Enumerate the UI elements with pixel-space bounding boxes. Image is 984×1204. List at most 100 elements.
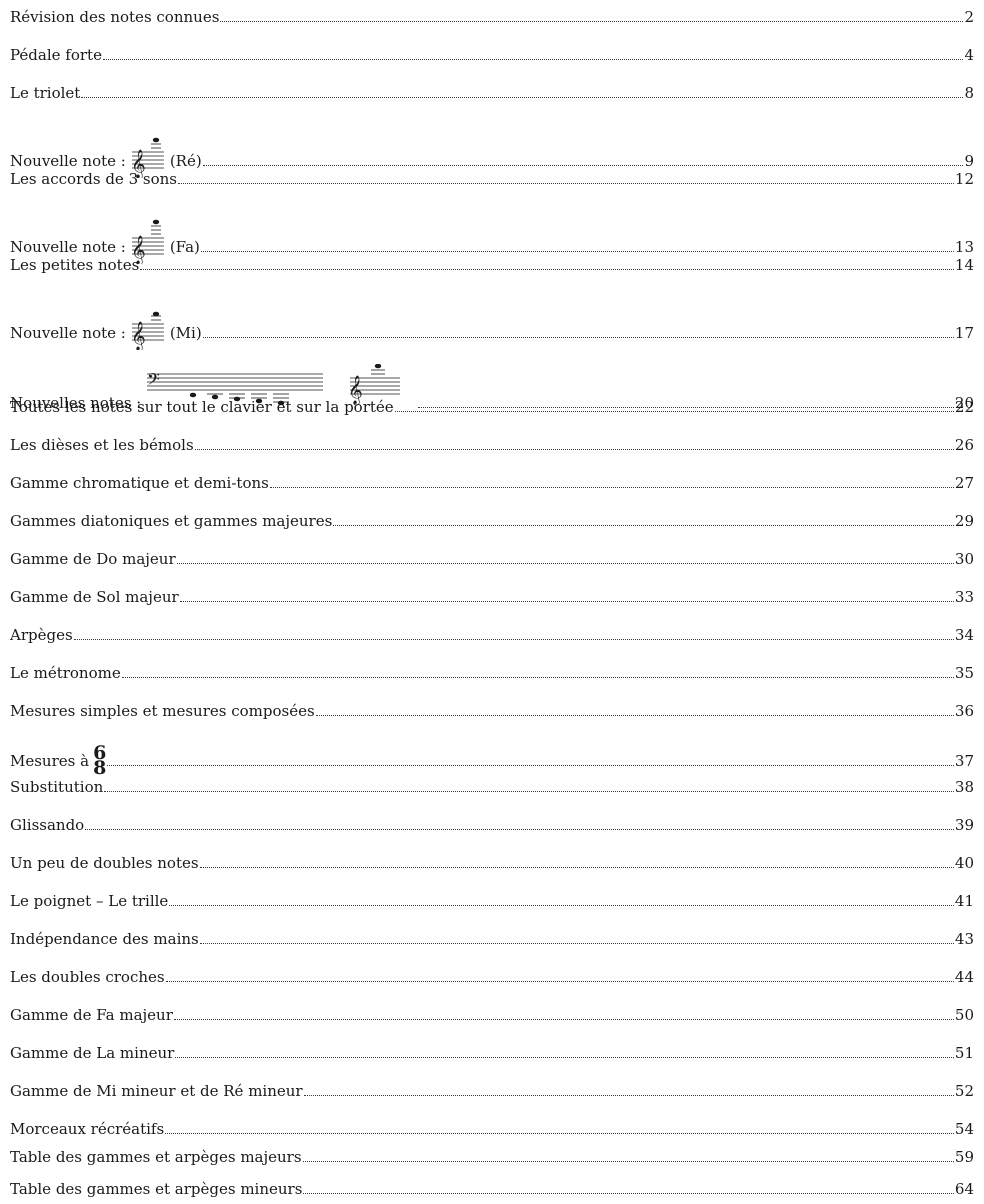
toc-entry-title: Gamme de Do majeur bbox=[10, 550, 176, 568]
toc-entry-title: Gamme de Mi mineur et de Ré mineur bbox=[10, 1082, 303, 1100]
toc-entry[interactable]: Le triolet 8 bbox=[10, 84, 974, 102]
dot-leader bbox=[107, 765, 954, 766]
toc-page-number: 14 bbox=[954, 256, 974, 274]
toc-entry-title: Nouvelles notes : 𝄢 bbox=[10, 350, 417, 412]
toc-entry-title: Gamme de Fa majeur bbox=[10, 1006, 173, 1024]
dot-leader bbox=[199, 867, 954, 868]
toc-entry[interactable]: Pédale forte 4 bbox=[10, 46, 974, 64]
toc-page-number: 27 bbox=[954, 474, 974, 492]
toc-entry[interactable]: Le poignet – Le trille 41 bbox=[10, 892, 974, 910]
toc-entry[interactable]: Les accords de 3 sons 12 bbox=[10, 170, 974, 188]
dot-leader bbox=[303, 1193, 954, 1194]
toc-entry[interactable]: Substitution 38 bbox=[10, 778, 974, 796]
toc-page-number: 20 bbox=[954, 394, 974, 412]
toc-entry[interactable]: Arpèges 34 bbox=[10, 626, 974, 644]
time-signature-top: 6 bbox=[93, 742, 107, 764]
dot-leader bbox=[199, 943, 954, 944]
toc-page-number: 17 bbox=[954, 324, 974, 342]
dot-leader bbox=[333, 525, 954, 526]
bass-and-treble-staff-icon: 𝄢 𝄞 bbox=[147, 364, 401, 406]
toc-entry[interactable]: Les petites notes 14 bbox=[10, 256, 974, 274]
toc-page-number: 39 bbox=[954, 816, 974, 834]
dot-leader bbox=[302, 1161, 954, 1162]
toc-entry-title: Mesures à 6 8 bbox=[10, 742, 107, 779]
toc-entry[interactable]: Mesures à 6 8 37 bbox=[10, 740, 974, 779]
toc-entry-title: Morceaux récréatifs bbox=[10, 1120, 165, 1138]
toc-entry-title: Un peu de doubles notes bbox=[10, 854, 199, 872]
toc-page-number: 33 bbox=[954, 588, 974, 606]
toc-entry-title: Les dièses et les bémols bbox=[10, 436, 194, 454]
toc-entry[interactable]: Nouvelle note : 𝄞 (Mi) 17 bbox=[10, 294, 974, 350]
dot-leader bbox=[169, 905, 954, 906]
toc-page-number: 59 bbox=[954, 1148, 974, 1166]
dot-leader bbox=[315, 715, 954, 716]
toc-entry[interactable]: Table des gammes et arpèges majeurs 59 bbox=[10, 1148, 974, 1166]
time-signature-bottom: 8 bbox=[93, 757, 107, 779]
toc-page-number: 37 bbox=[954, 752, 974, 770]
dot-leader bbox=[104, 791, 954, 792]
svg-text:𝄢: 𝄢 bbox=[147, 369, 160, 393]
time-signature: 6 8 bbox=[93, 742, 107, 779]
toc-entry-title: Les petites notes bbox=[10, 256, 140, 274]
toc-entry-title: Gamme chromatique et demi-tons bbox=[10, 474, 269, 492]
toc-entry[interactable]: Un peu de doubles notes 40 bbox=[10, 854, 974, 872]
toc-entry[interactable]: Indépendance des mains 43 bbox=[10, 930, 974, 948]
toc-page-number: 2 bbox=[964, 8, 974, 26]
toc-entry[interactable]: Révision des notes connues 2 bbox=[10, 8, 974, 26]
toc-entry-title: Gamme de La mineur bbox=[10, 1044, 175, 1062]
toc-entry[interactable]: Mesures simples et mesures composées 36 bbox=[10, 702, 974, 720]
toc-entry[interactable]: Toutes les notes sur tout le clavier et … bbox=[10, 398, 974, 416]
toc-page-number: 4 bbox=[964, 46, 974, 64]
dot-leader bbox=[85, 829, 954, 830]
dot-leader bbox=[194, 449, 954, 450]
toc-entry-title: Révision des notes connues bbox=[10, 8, 220, 26]
toc-entry-title: Les accords de 3 sons bbox=[10, 170, 177, 188]
toc-entry-title: Mesures simples et mesures composées bbox=[10, 702, 315, 720]
toc-entry[interactable]: Les dièses et les bémols 26 bbox=[10, 436, 974, 454]
toc-entry[interactable]: Glissando 39 bbox=[10, 816, 974, 834]
toc-entry-title: Table des gammes et arpèges mineurs bbox=[10, 1180, 303, 1198]
dot-leader bbox=[202, 165, 964, 166]
toc-entry[interactable]: Gamme de Do majeur 30 bbox=[10, 550, 974, 568]
toc-entry-title: Arpèges bbox=[10, 626, 73, 644]
svg-text:𝄞: 𝄞 bbox=[131, 321, 146, 350]
dot-leader bbox=[140, 269, 954, 270]
toc-page-number: 36 bbox=[954, 702, 974, 720]
toc-entry[interactable]: Table des gammes et arpèges mineurs 64 bbox=[10, 1180, 974, 1198]
dot-leader bbox=[121, 677, 954, 678]
toc-entry[interactable]: Nouvelle note : 𝄞 (Ré) 9 bbox=[10, 122, 974, 178]
toc-entry-title: Pédale forte bbox=[10, 46, 102, 64]
toc-page-number: 22 bbox=[954, 398, 974, 416]
toc-page-number: 8 bbox=[964, 84, 974, 102]
toc-entry[interactable]: Le métronome 35 bbox=[10, 664, 974, 682]
toc-entry[interactable]: Nouvelles notes : 𝄢 bbox=[10, 350, 974, 412]
toc-entry-title: Toutes les notes sur tout le clavier et … bbox=[10, 398, 394, 416]
toc-entry[interactable]: Gamme chromatique et demi-tons 27 bbox=[10, 474, 974, 492]
toc-page-number: 50 bbox=[954, 1006, 974, 1024]
table-of-contents: Révision des notes connues 2 Pédale fort… bbox=[10, 0, 974, 1204]
toc-entry[interactable]: Nouvelle note : 𝄞 (Fa) 13 bbox=[10, 208, 974, 264]
dot-leader bbox=[200, 251, 954, 252]
toc-entry-title: Le métronome bbox=[10, 664, 121, 682]
toc-entry[interactable]: Gammes diatoniques et gammes majeures 29 bbox=[10, 512, 974, 530]
toc-entry-title: Le poignet – Le trille bbox=[10, 892, 169, 910]
toc-page-number: 26 bbox=[954, 436, 974, 454]
toc-entry-title: Nouvelle note : 𝄞 (Fa) bbox=[10, 208, 200, 264]
toc-entry[interactable]: Morceaux récréatifs 54 bbox=[10, 1120, 974, 1138]
toc-page-number: 9 bbox=[964, 152, 974, 170]
dot-leader bbox=[269, 487, 954, 488]
toc-entry-title: Nouvelle note : 𝄞 (Ré) bbox=[10, 122, 202, 178]
toc-entry-title: Gamme de Sol majeur bbox=[10, 588, 179, 606]
toc-page-number: 29 bbox=[954, 512, 974, 530]
dot-leader bbox=[303, 1095, 954, 1096]
svg-text:𝄞: 𝄞 bbox=[348, 375, 363, 405]
toc-entry[interactable]: Gamme de Fa majeur 50 bbox=[10, 1006, 974, 1024]
dot-leader bbox=[202, 337, 954, 338]
toc-page-number: 35 bbox=[954, 664, 974, 682]
toc-entry[interactable]: Gamme de Mi mineur et de Ré mineur 52 bbox=[10, 1082, 974, 1100]
toc-page-number: 41 bbox=[954, 892, 974, 910]
toc-entry[interactable]: Les doubles croches 44 bbox=[10, 968, 974, 986]
dot-leader bbox=[165, 981, 954, 982]
toc-entry[interactable]: Gamme de Sol majeur 33 bbox=[10, 588, 974, 606]
toc-entry[interactable]: Gamme de La mineur 51 bbox=[10, 1044, 974, 1062]
